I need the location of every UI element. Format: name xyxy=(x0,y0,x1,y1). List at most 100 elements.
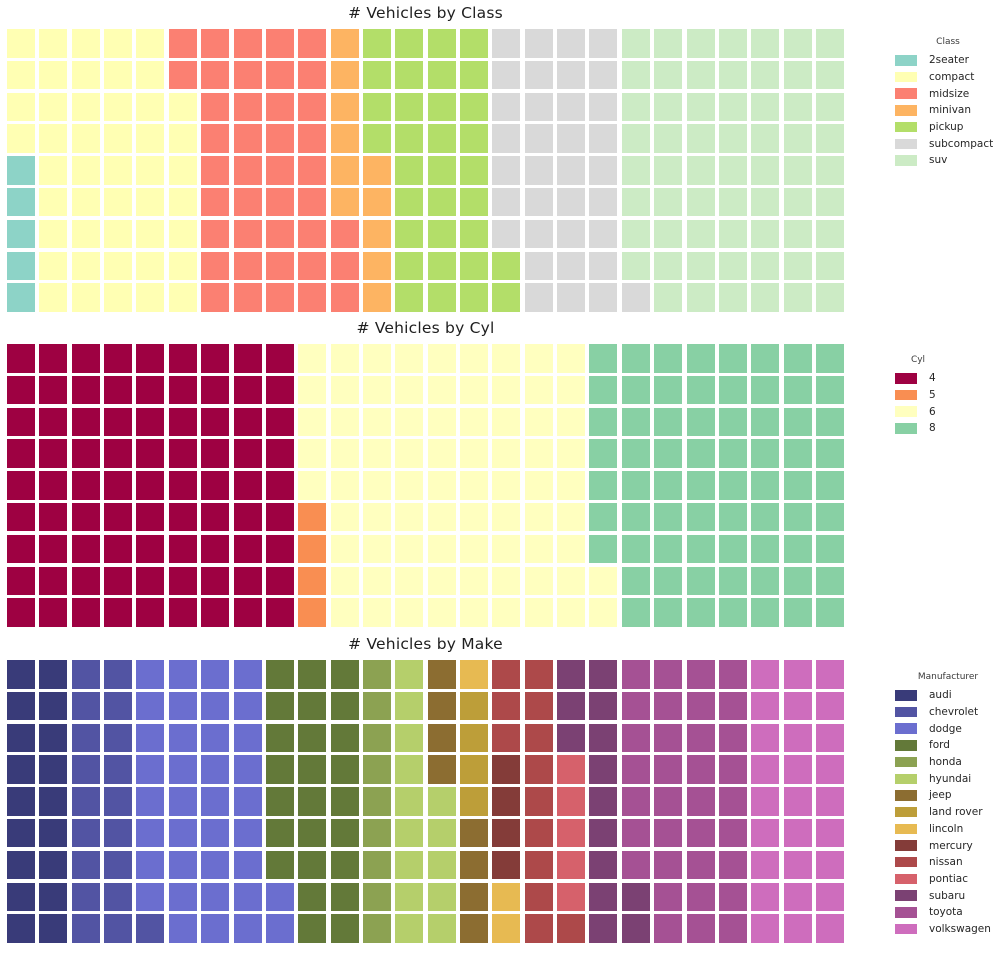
waffle-cell xyxy=(621,914,650,943)
waffle-cell xyxy=(751,850,780,880)
waffle-cell xyxy=(201,283,230,312)
waffle-cell xyxy=(621,344,650,373)
waffle-cell xyxy=(718,344,747,373)
waffle-cell xyxy=(654,92,683,122)
waffle-cell xyxy=(104,882,133,912)
waffle-cell xyxy=(783,219,812,249)
waffle-cell xyxy=(427,219,456,249)
waffle-cell xyxy=(71,882,100,912)
waffle-cell xyxy=(621,598,650,627)
waffle-cell xyxy=(136,882,165,912)
waffle-cell xyxy=(686,691,715,721)
waffle-cell xyxy=(71,60,100,90)
waffle-cell xyxy=(718,219,747,249)
waffle-cell xyxy=(71,124,100,153)
waffle-cell xyxy=(201,723,230,753)
waffle-cell xyxy=(330,344,359,373)
waffle-cell xyxy=(136,156,165,185)
waffle-cell xyxy=(136,344,165,373)
waffle-cell xyxy=(7,882,35,912)
waffle-cell xyxy=(492,534,521,564)
waffle-cell xyxy=(265,723,294,753)
legend-swatch xyxy=(895,706,917,718)
waffle-cell xyxy=(298,471,327,500)
waffle-cell xyxy=(751,818,780,848)
waffle-cell xyxy=(168,92,197,122)
waffle-cell xyxy=(783,850,812,880)
waffle-cell xyxy=(686,156,715,185)
waffle-cell xyxy=(265,755,294,784)
waffle-cell xyxy=(815,124,844,153)
waffle-cell xyxy=(557,187,586,217)
waffle-cell xyxy=(751,660,780,689)
waffle-cell xyxy=(751,787,780,816)
waffle-cell xyxy=(265,251,294,281)
waffle-cell xyxy=(168,691,197,721)
waffle-cell xyxy=(460,124,489,153)
waffle-cell xyxy=(751,29,780,58)
waffle-cell xyxy=(815,566,844,596)
waffle-cell xyxy=(330,156,359,185)
waffle-cell xyxy=(168,124,197,153)
waffle-cell xyxy=(557,471,586,500)
waffle-cell xyxy=(330,850,359,880)
waffle-cell xyxy=(718,375,747,405)
waffle-cell xyxy=(783,660,812,689)
waffle-cell xyxy=(395,92,424,122)
waffle-cell xyxy=(39,534,68,564)
waffle-cell xyxy=(233,691,262,721)
waffle-cell xyxy=(104,850,133,880)
waffle-cell xyxy=(362,407,391,437)
waffle-cell xyxy=(330,914,359,943)
waffle-cell xyxy=(654,534,683,564)
waffle-cell xyxy=(524,251,553,281)
waffle-cell xyxy=(7,283,35,312)
waffle-cell xyxy=(201,850,230,880)
waffle-cell xyxy=(718,156,747,185)
waffle-cell xyxy=(201,534,230,564)
waffle-cell xyxy=(395,375,424,405)
waffle-cell xyxy=(686,219,715,249)
waffle-cell xyxy=(104,283,133,312)
waffle-cell xyxy=(104,660,133,689)
waffle-cell xyxy=(104,60,133,90)
waffle-cell xyxy=(71,660,100,689)
waffle-cell xyxy=(783,60,812,90)
legend-item: 5 xyxy=(890,387,946,404)
waffle-cell xyxy=(298,92,327,122)
waffle-cell xyxy=(621,283,650,312)
waffle-cell xyxy=(718,882,747,912)
waffle-cell xyxy=(71,850,100,880)
waffle-cell xyxy=(298,691,327,721)
waffle-cell xyxy=(460,723,489,753)
waffle-cell xyxy=(654,439,683,468)
waffle-cell xyxy=(265,375,294,405)
waffle-cell xyxy=(589,60,618,90)
legend-label: nissan xyxy=(929,856,963,869)
waffle-cell xyxy=(233,660,262,689)
waffle-cell xyxy=(168,60,197,90)
waffle-cell xyxy=(168,187,197,217)
waffle-cell xyxy=(168,787,197,816)
waffle-cell xyxy=(168,850,197,880)
waffle-cell xyxy=(39,723,68,753)
waffle-cell xyxy=(233,187,262,217)
waffle-cell xyxy=(168,818,197,848)
waffle-cell xyxy=(492,251,521,281)
waffle-cell xyxy=(39,439,68,468)
waffle-cell xyxy=(427,92,456,122)
waffle-cell xyxy=(136,471,165,500)
waffle-cell xyxy=(783,375,812,405)
waffle-cell xyxy=(460,660,489,689)
waffle-cell xyxy=(39,566,68,596)
waffle-cell xyxy=(7,914,35,943)
waffle-cell xyxy=(427,471,456,500)
legend-label: hyundai xyxy=(929,772,972,785)
waffle-cell xyxy=(7,407,35,437)
waffle-cell xyxy=(168,534,197,564)
legend-item: nissan xyxy=(890,854,1006,871)
waffle-cell xyxy=(460,914,489,943)
waffle-cell xyxy=(265,283,294,312)
waffle-cell xyxy=(201,251,230,281)
waffle-cell xyxy=(751,283,780,312)
